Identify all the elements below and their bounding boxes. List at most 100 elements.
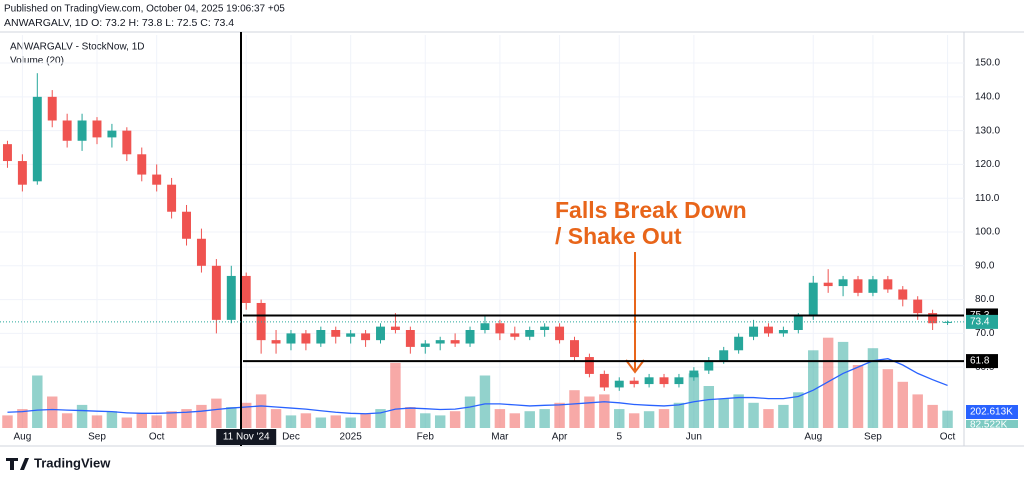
volume-bar [808, 350, 819, 428]
volume-bar [852, 365, 864, 428]
level-label: 61.8 [970, 356, 990, 367]
volume-bar [673, 402, 685, 428]
volume-bar [32, 375, 43, 428]
volume-bar [614, 409, 625, 428]
volume-bar [315, 417, 327, 428]
candle-body [435, 340, 445, 344]
y-tick-label: 110.0 [975, 193, 1000, 204]
candle-body [734, 336, 744, 351]
candle-body [853, 279, 863, 293]
volume-bar [270, 409, 282, 428]
annotation: / Shake Out [555, 223, 682, 249]
candle-body [450, 340, 460, 344]
candle-body [838, 279, 848, 287]
volume-bar [61, 413, 73, 428]
volume-badge [966, 420, 1018, 428]
candle-body [2, 144, 12, 162]
candle-body [659, 377, 669, 385]
y-tick-label: 90.0 [975, 260, 995, 271]
x-tick-label: 11 Nov '24 [223, 432, 270, 443]
volume-bar [763, 409, 774, 428]
candle-body [92, 120, 102, 138]
candle-body [928, 313, 938, 324]
volume-bar [360, 413, 371, 428]
volume-bar [897, 381, 908, 428]
volume-bar [882, 369, 894, 428]
candle-body [211, 265, 221, 320]
annotation-arrow [625, 359, 645, 374]
volume-bar [375, 409, 386, 428]
volume-bar [449, 411, 461, 428]
candle-body [196, 238, 206, 266]
volume-bar [524, 411, 535, 428]
volume-bar [584, 396, 595, 428]
x-tick-label: 2025 [340, 432, 363, 443]
candle-body [316, 330, 326, 344]
y-tick-label: 140.0 [975, 91, 1000, 102]
x-tick-label: Apr [552, 432, 568, 443]
chart-title: ANWARGALV - StockNow, 1D [10, 42, 144, 53]
y-tick-label: 70.0 [975, 328, 995, 339]
candle-body [883, 279, 893, 290]
volume-bar [196, 404, 207, 428]
volume-bar [539, 409, 550, 428]
volume-bar [822, 337, 834, 428]
volume-bar [643, 411, 655, 428]
volume-ma [7, 358, 948, 415]
volume-label: 82.522K [970, 420, 1008, 431]
volume-bar [240, 402, 252, 428]
candle-body [361, 333, 371, 341]
volume-bar [554, 402, 565, 428]
logo [6, 458, 29, 470]
volume-bar [837, 341, 849, 428]
volume-bar [17, 409, 28, 428]
candle-body [62, 120, 72, 141]
volume-bar [226, 407, 237, 428]
volume-bar [599, 394, 610, 428]
candle-body [808, 282, 818, 317]
candle-body [331, 330, 341, 337]
volume-bar [420, 413, 431, 428]
x-tick-label: Oct [149, 432, 165, 443]
candle-body [107, 130, 117, 138]
volume-bar [479, 375, 491, 428]
candle-body [749, 326, 759, 337]
volume-bar [47, 396, 58, 428]
volume-bar [912, 394, 923, 428]
candle-body [495, 323, 505, 334]
y-tick-label: 150.0 [975, 58, 1000, 69]
candle-body [346, 333, 356, 337]
x-tick-label: Sep [88, 432, 106, 443]
volume-bar [136, 413, 147, 428]
x-tick-label: Mar [491, 432, 509, 443]
candle-body [525, 330, 535, 337]
quote: ANWARGALV, 1D O: 73.2 H: 73.8 L: 72.5 C:… [4, 17, 234, 29]
candle-body [898, 289, 908, 300]
volume-bar [345, 417, 356, 428]
candle-body [182, 211, 191, 239]
candle-body [376, 326, 385, 341]
candle-body [644, 377, 654, 385]
candle-body [405, 330, 415, 347]
brand: TradingView [34, 455, 111, 470]
volume-ma-badge [966, 405, 1018, 419]
volume-bar [942, 410, 953, 428]
candle-body [599, 373, 609, 388]
candle-body [271, 340, 281, 344]
candle-body [540, 326, 550, 331]
candle-body [719, 350, 729, 361]
volume-bar [121, 417, 133, 428]
volume-bar [255, 394, 267, 428]
volume-bar [285, 415, 297, 428]
volume-bar [211, 398, 222, 428]
x-tick-label: Dec [282, 432, 300, 443]
volume-bar [688, 373, 700, 428]
candle-body [47, 96, 57, 121]
y-tick-label: 130.0 [975, 125, 1000, 136]
volume-bar [748, 402, 759, 428]
volume-bar [927, 404, 938, 428]
x-tick-label: Jun [686, 432, 702, 443]
candle-body [152, 174, 162, 185]
volume-bar [166, 411, 177, 428]
